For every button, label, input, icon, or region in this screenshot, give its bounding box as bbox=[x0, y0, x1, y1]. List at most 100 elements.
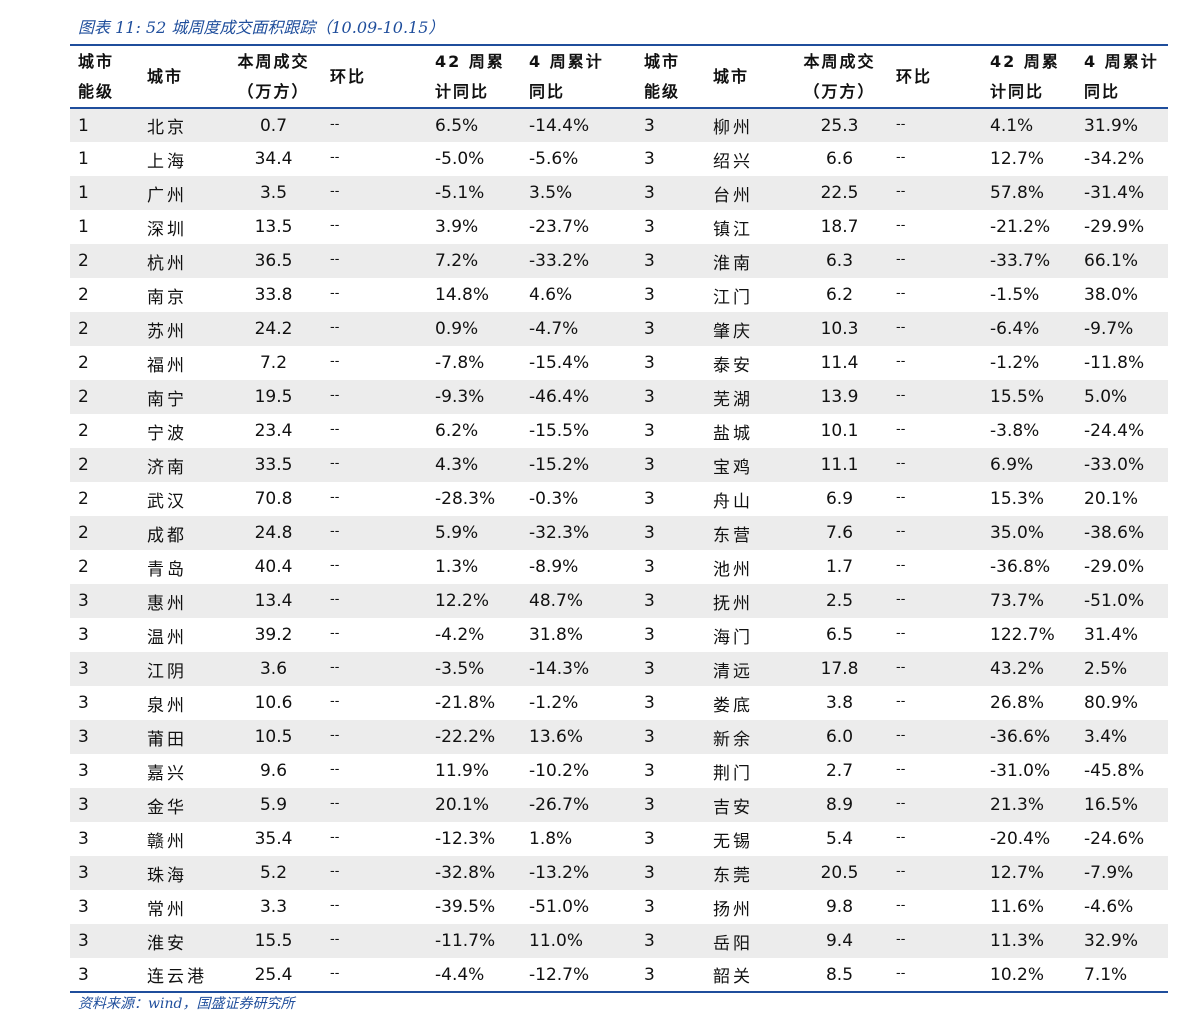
cell-tier: 2 bbox=[78, 251, 89, 271]
header-yoy4-right: 4 周累计 同比 bbox=[1084, 51, 1159, 101]
cell-volume-right: 22.5 bbox=[820, 183, 859, 203]
cell-wow-right: -- bbox=[896, 150, 906, 165]
cell-wow: -- bbox=[330, 456, 340, 471]
cell-tier: 1 bbox=[78, 217, 89, 237]
cell-city: 深圳 bbox=[147, 219, 187, 240]
cell-tier: 1 bbox=[78, 149, 89, 169]
cell-yoy42-right: -6.4% bbox=[990, 319, 1040, 339]
cell-wow-right: -- bbox=[896, 524, 906, 539]
table-row: 3 珠海 5.2 -- -32.8% -13.2% 3 东莞 20.5 -- 12.7% -7.9% bbox=[70, 856, 1168, 890]
cell-wow-right: -- bbox=[896, 422, 906, 437]
cell-yoy4: 48.7% bbox=[529, 591, 584, 611]
header-volume-right: 本周成交 （万方） bbox=[803, 51, 876, 101]
cell-wow: -- bbox=[330, 626, 340, 641]
cell-yoy42-right: -3.8% bbox=[990, 421, 1040, 441]
cell-tier: 2 bbox=[78, 455, 89, 475]
cell-wow-right: -- bbox=[896, 320, 906, 335]
cell-yoy42: -32.8% bbox=[435, 863, 496, 883]
cell-yoy4-right: 7.1% bbox=[1084, 964, 1128, 985]
cell-tier: 3 bbox=[78, 863, 89, 883]
cell-tier-right: 3 bbox=[644, 387, 655, 407]
cell-city: 莆田 bbox=[147, 729, 187, 750]
cell-city: 北京 bbox=[147, 118, 187, 138]
table-row: 3 淮安 15.5 -- -11.7% 11.0% 3 岳阳 9.4 -- 11.3% 32.9% bbox=[70, 924, 1168, 958]
cell-tier-right: 3 bbox=[644, 285, 655, 305]
cell-yoy42: 20.1% bbox=[435, 795, 490, 815]
cell-yoy42: -3.5% bbox=[435, 659, 485, 679]
table-row: 2 苏州 24.2 -- 0.9% -4.7% 3 肇庆 10.3 -- -6.4% -9.7% bbox=[70, 312, 1168, 346]
cell-volume: 19.5 bbox=[254, 387, 293, 407]
cell-wow-right: -- bbox=[896, 796, 906, 811]
cell-tier: 2 bbox=[78, 353, 89, 373]
cell-wow: -- bbox=[330, 558, 340, 573]
header-wow-right: 环比 bbox=[896, 66, 933, 86]
figure-title: 图表 11: 52 城周度成交面积跟踪（10.09-10.15） bbox=[78, 18, 445, 37]
cell-tier-right: 3 bbox=[644, 829, 655, 849]
cell-tier: 2 bbox=[78, 319, 89, 339]
cell-city-right: 无锡 bbox=[713, 831, 753, 852]
cell-tier: 2 bbox=[78, 489, 89, 509]
cell-city-right: 清远 bbox=[713, 661, 753, 682]
cell-tier-right: 3 bbox=[644, 964, 655, 985]
cell-tier-right: 3 bbox=[644, 795, 655, 815]
table-row: 2 成都 24.8 -- 5.9% -32.3% 3 东营 7.6 -- 35.0% -38.6% bbox=[70, 516, 1168, 550]
city-volume-table: 城市 能级 城市 本周成交 （万方） 环比 42 周累 计同比 4 周累计 同比 城市能… bbox=[70, 44, 1168, 993]
cell-yoy4: -12.7% bbox=[529, 964, 590, 985]
cell-yoy4: -23.7% bbox=[529, 217, 590, 237]
cell-volume-right: 5.4 bbox=[825, 829, 854, 849]
cell-volume-right: 17.8 bbox=[820, 659, 859, 679]
cell-wow-right: -- bbox=[896, 898, 906, 913]
cell-wow: -- bbox=[330, 592, 340, 607]
cell-city-right: 韶关 bbox=[713, 967, 753, 987]
cell-volume: 24.2 bbox=[254, 319, 293, 339]
cell-yoy42-right: 21.3% bbox=[990, 795, 1045, 815]
cell-yoy4-right: 5.0% bbox=[1084, 387, 1128, 407]
cell-wow-right: -- bbox=[896, 762, 906, 777]
cell-yoy4-right: 2.5% bbox=[1084, 659, 1128, 679]
cell-city-right: 东营 bbox=[713, 525, 753, 546]
cell-volume-right: 8.9 bbox=[825, 795, 854, 815]
header-city-right: 城市 bbox=[713, 66, 750, 86]
cell-tier: 3 bbox=[78, 693, 89, 713]
cell-wow: -- bbox=[330, 218, 340, 233]
cell-tier: 3 bbox=[78, 795, 89, 815]
cell-yoy42-right: -1.2% bbox=[990, 353, 1040, 373]
cell-city: 金华 bbox=[147, 797, 187, 818]
cell-wow-right: -- bbox=[896, 830, 906, 845]
cell-yoy42-right: 57.8% bbox=[990, 183, 1045, 203]
cell-yoy4: -15.4% bbox=[529, 353, 590, 373]
cell-city: 苏州 bbox=[147, 321, 187, 342]
cell-city-right: 抚州 bbox=[713, 593, 753, 614]
cell-yoy4: -4.7% bbox=[529, 319, 579, 339]
cell-city-right: 盐城 bbox=[713, 423, 753, 444]
cell-tier-right: 3 bbox=[644, 897, 655, 917]
cell-tier-right: 3 bbox=[644, 319, 655, 339]
cell-volume: 36.5 bbox=[254, 251, 293, 271]
cell-yoy42-right: 4.1% bbox=[990, 115, 1034, 136]
cell-tier-right: 3 bbox=[644, 659, 655, 679]
cell-yoy4: -1.2% bbox=[529, 693, 579, 713]
cell-yoy42: 4.3% bbox=[435, 455, 479, 475]
table-row: 1 广州 3.5 -- -5.1% 3.5% 3 台州 22.5 -- 57.8% -31.4% bbox=[70, 176, 1168, 210]
table-row: 2 宁波 23.4 -- 6.2% -15.5% 3 盐城 10.1 -- -3.8% -24.4% bbox=[70, 414, 1168, 448]
cell-volume: 39.2 bbox=[254, 625, 293, 645]
cell-city-right: 池州 bbox=[713, 559, 753, 580]
cell-yoy42-right: 43.2% bbox=[990, 659, 1045, 679]
cell-tier: 3 bbox=[78, 727, 89, 747]
cell-wow-right: -- bbox=[896, 184, 906, 199]
cell-volume: 3.5 bbox=[259, 183, 288, 203]
cell-city: 上海 bbox=[147, 151, 187, 172]
cell-yoy4-right: 66.1% bbox=[1084, 251, 1139, 271]
cell-city-right: 柳州 bbox=[713, 118, 753, 138]
cell-volume-right: 9.8 bbox=[825, 897, 854, 917]
cell-wow-right: -- bbox=[896, 456, 906, 471]
cell-yoy42: 7.2% bbox=[435, 251, 479, 271]
cell-tier: 2 bbox=[78, 557, 89, 577]
cell-city-right: 镇江 bbox=[713, 219, 753, 240]
cell-wow: -- bbox=[330, 728, 340, 743]
cell-wow-right: -- bbox=[896, 864, 906, 879]
cell-yoy4: -0.3% bbox=[529, 489, 579, 509]
cell-tier-right: 3 bbox=[644, 251, 655, 271]
cell-yoy4-right: -24.6% bbox=[1084, 829, 1145, 849]
cell-volume: 5.2 bbox=[259, 863, 288, 883]
